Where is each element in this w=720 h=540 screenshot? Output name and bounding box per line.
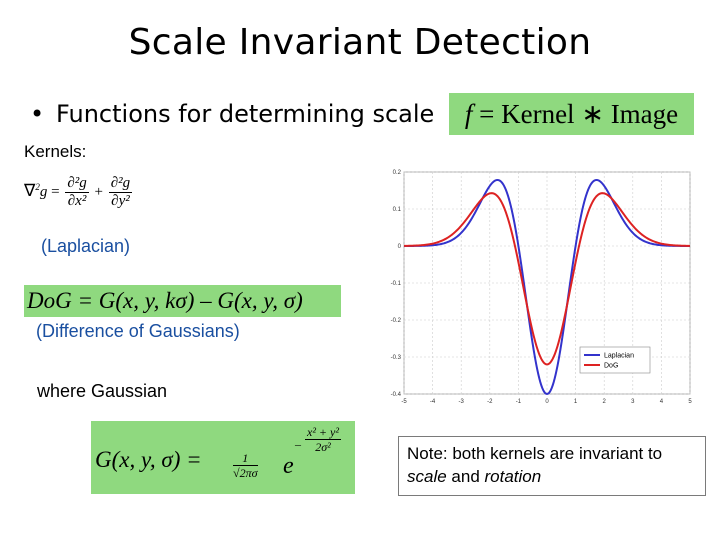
- gaussian-exp-den: 2σ²: [315, 440, 331, 454]
- y-tick-label: 0.2: [393, 170, 402, 176]
- frac-x-num: ∂²g: [65, 175, 89, 193]
- frac-y-den: ∂y²: [111, 193, 130, 209]
- gaussian-lhs: G(x, y, σ) =: [95, 447, 202, 472]
- formula-image: Image: [610, 99, 679, 129]
- fraction-x: ∂²g ∂x²: [65, 175, 89, 210]
- legend-label: Laplacian: [604, 353, 634, 360]
- laplacian-label: (Laplacian): [41, 236, 131, 256]
- nabla-power: 2: [35, 181, 40, 192]
- gaussian-coef-den: √2πσ: [233, 466, 258, 480]
- note-scale: scale: [407, 467, 447, 486]
- x-tick-label: -1: [516, 399, 522, 405]
- y-tick-label: -0.4: [391, 392, 402, 398]
- x-tick-label: -3: [459, 399, 465, 405]
- x-tick-label: 4: [660, 399, 664, 405]
- gaussian-exp-num: x² + y²: [305, 425, 341, 440]
- bullet-item: • Functions for determining scale: [30, 100, 434, 128]
- kernel-plot: -5 -4 -3 -2 -1 0 1 2 3 4 50.20.10-0.1-0.2-0.3-0.4 …: [391, 170, 693, 405]
- laplace-g: g: [39, 183, 48, 200]
- gaussian-exponent: x² + y² 2σ²: [305, 425, 341, 454]
- fraction-y: ∂²g ∂y²: [108, 175, 133, 210]
- formula-eq: =: [479, 99, 495, 129]
- note-box: Note: both kernels are invariant to scal…: [398, 436, 706, 496]
- plot-series: [403, 178, 691, 396]
- gaussian-coef-num: 1: [233, 451, 258, 466]
- x-tick-label: -2: [487, 399, 493, 405]
- series-line-dog: [403, 192, 691, 366]
- dog-equation: DoG = G(x, y, kσ) – G(x, y, σ): [24, 285, 341, 317]
- frac-y-num: ∂²g: [108, 175, 133, 193]
- laplace-eq-sign: =: [51, 183, 60, 200]
- frac-x-den: ∂x²: [67, 193, 87, 209]
- x-tick-label: 5: [688, 399, 692, 405]
- laplace-plus: +: [94, 183, 103, 200]
- plot-ticks: -5 -4 -3 -2 -1 0 1 2 3 4 5 0.2 0.1 0 -0.1 -0.2 -0.3 -0.4: [391, 170, 693, 405]
- x-tick-label: 0: [545, 399, 549, 405]
- dog-label: (Difference of Gaussians): [36, 321, 240, 341]
- x-tick-label: 1: [574, 399, 578, 405]
- x-tick-label: -5: [401, 399, 407, 405]
- laplacian-equation: ∇2g = ∂²g ∂x² + ∂²g ∂y²: [24, 175, 134, 219]
- gaussian-equation: G(x, y, σ) = 1 √2πσ e – x² + y² 2σ²: [91, 421, 355, 494]
- note-rotation: rotation: [484, 467, 542, 486]
- kernels-label: Kernels:: [24, 142, 87, 161]
- formula-f: f: [464, 99, 473, 129]
- gaussian-e: e: [283, 453, 294, 479]
- legend-label: DoG: [604, 363, 618, 370]
- gaussian-label: where Gaussian: [37, 381, 168, 401]
- formula-kernel: Kernel: [501, 99, 575, 129]
- y-tick-label: 0.1: [393, 207, 402, 213]
- slide-title: Scale Invariant Detection: [128, 22, 592, 63]
- formula-box: f = Kernel ∗ Image: [449, 93, 694, 135]
- series-line-laplacian: [403, 178, 691, 396]
- y-tick-label: 0: [398, 244, 402, 250]
- y-tick-label: -0.2: [391, 318, 402, 324]
- note-and: and: [446, 467, 485, 486]
- gaussian-minus: –: [295, 437, 301, 451]
- formula-op: ∗: [581, 99, 604, 129]
- y-tick-label: -0.1: [391, 281, 402, 287]
- y-tick-label: -0.3: [391, 355, 402, 361]
- bullet-text: Functions for determining scale: [56, 100, 435, 128]
- legend-box: [579, 346, 651, 374]
- plot-legend: Laplacian DoG: [579, 346, 651, 374]
- bullet-dot-icon: •: [30, 100, 45, 128]
- x-tick-label: -4: [430, 399, 436, 405]
- x-tick-label: 3: [631, 399, 635, 405]
- nabla-symbol: ∇: [24, 180, 36, 200]
- gaussian-coef: 1 √2πσ: [233, 451, 258, 481]
- note-prefix: Note: both kernels are invariant to: [407, 444, 663, 463]
- x-tick-label: 2: [603, 399, 607, 405]
